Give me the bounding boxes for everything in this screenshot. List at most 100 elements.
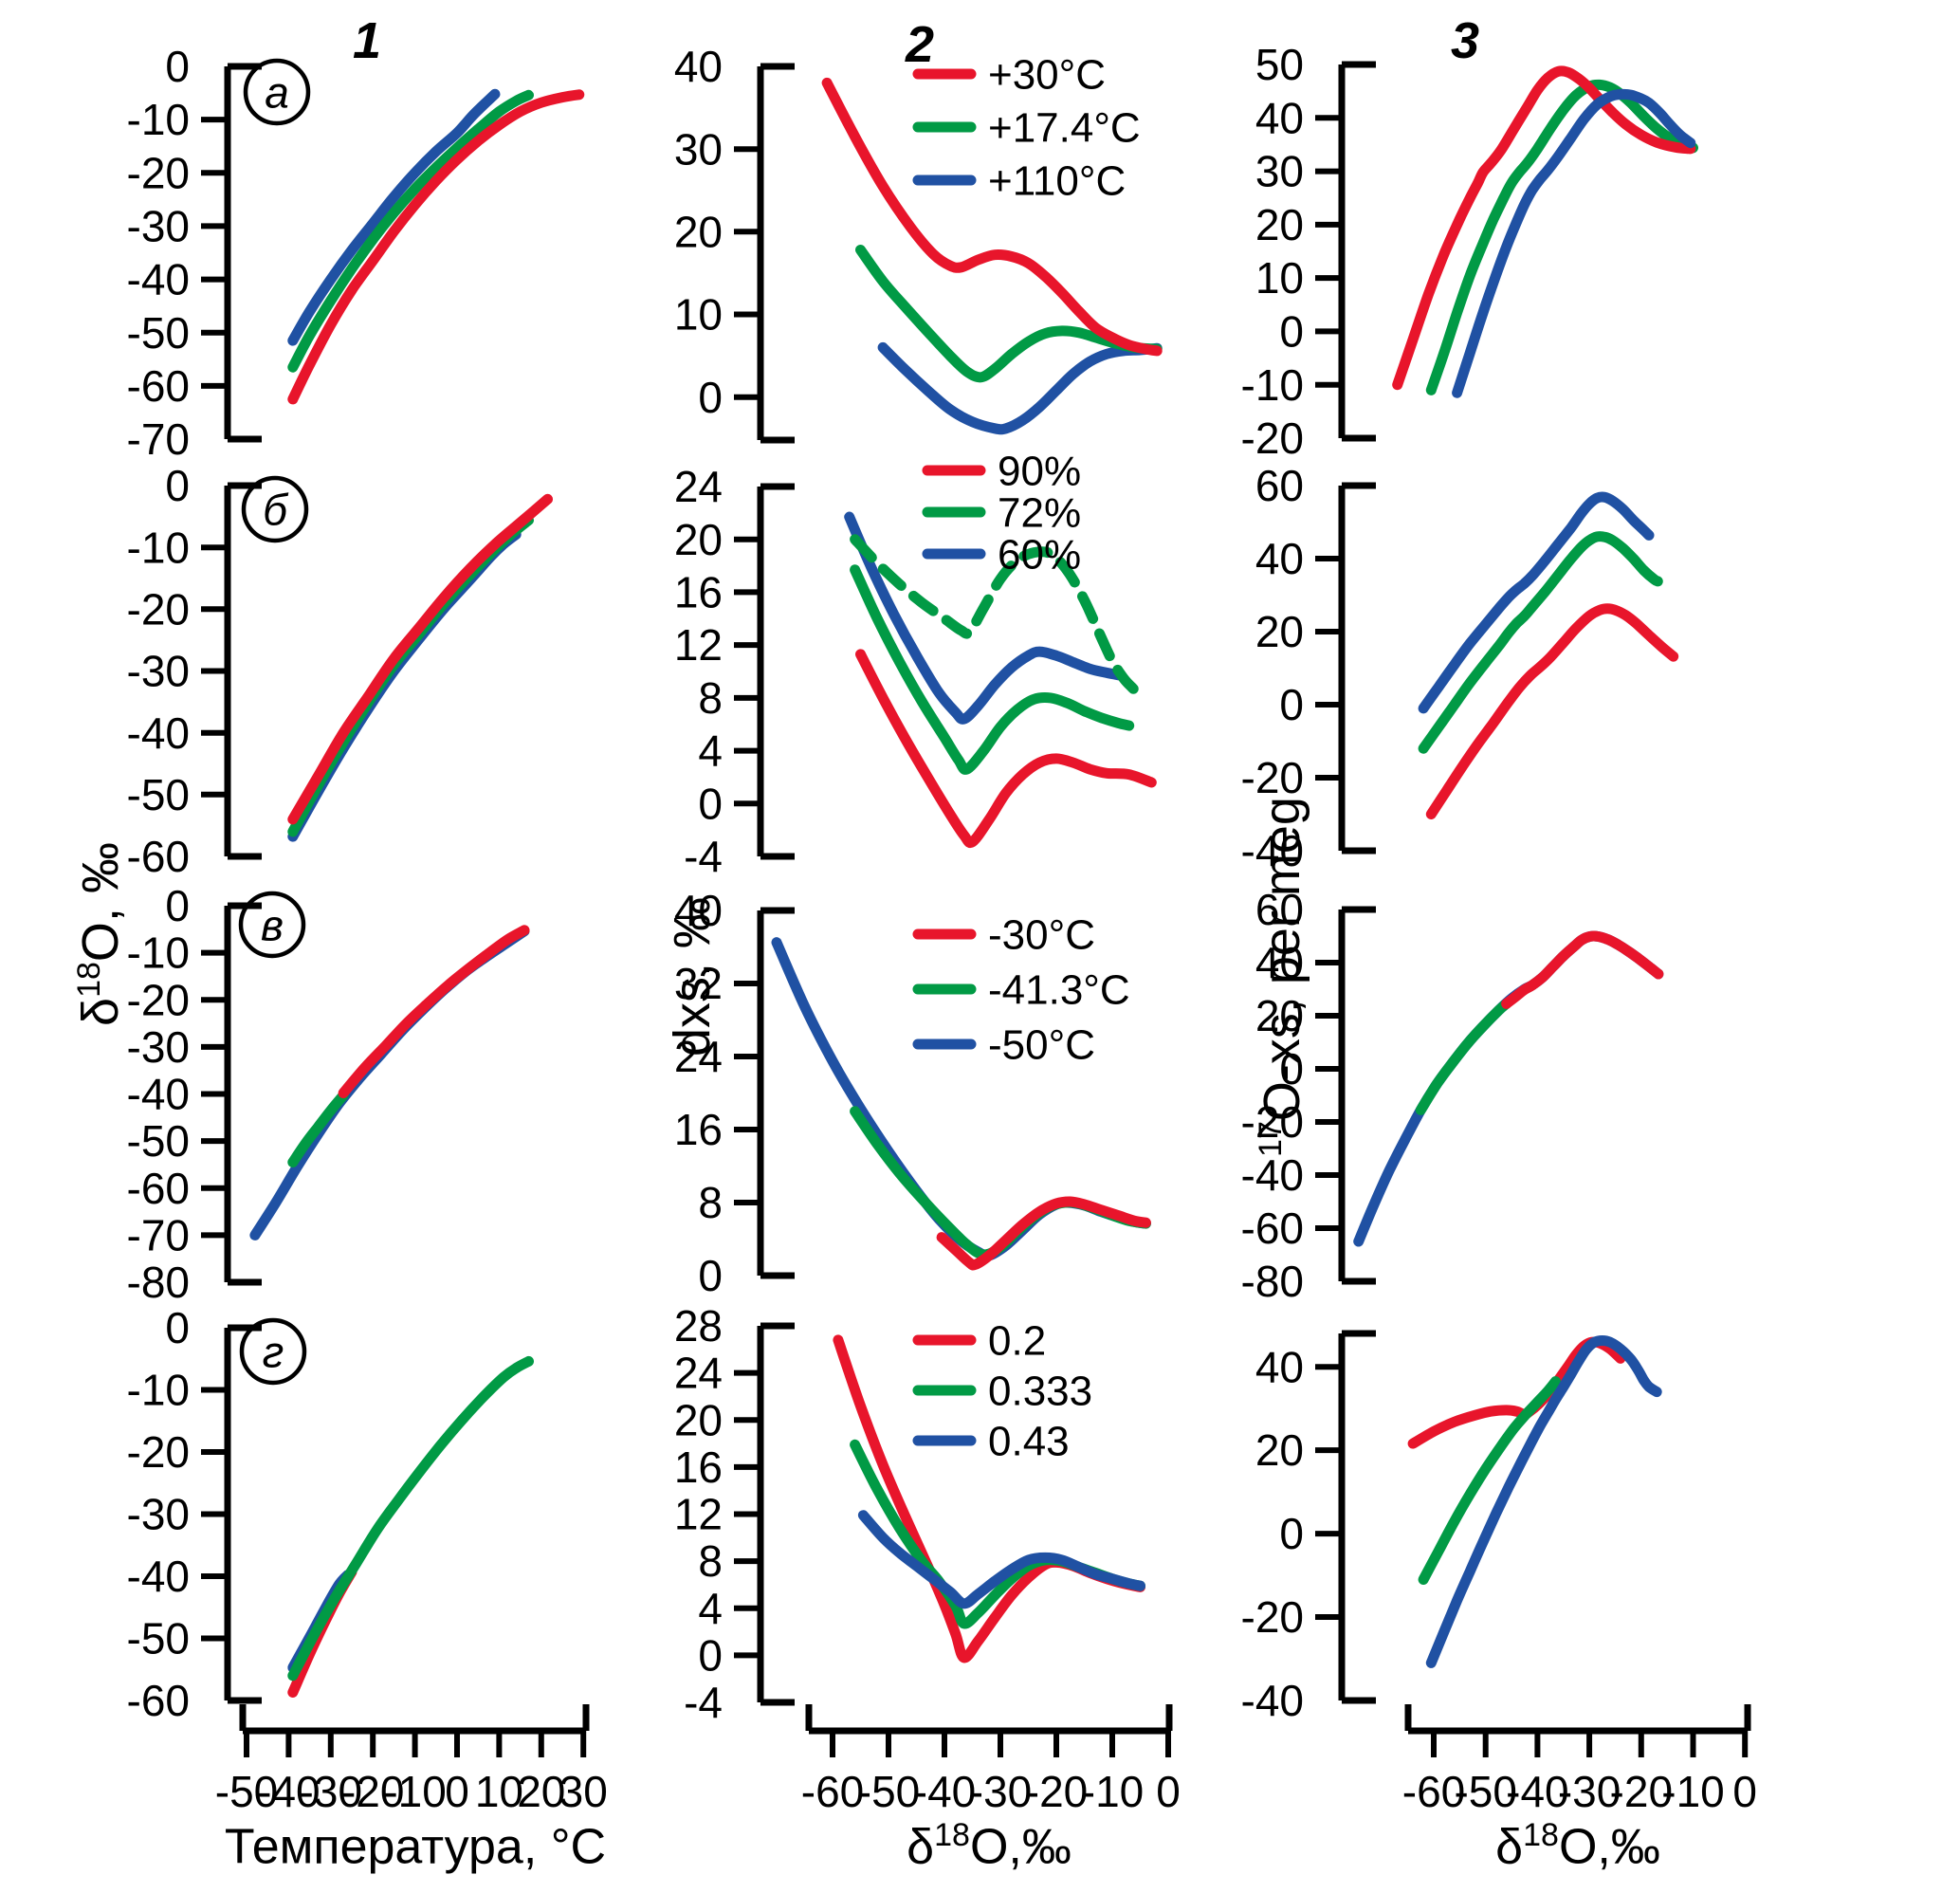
curve-v3-1-green xyxy=(1415,998,1512,1115)
y-tick-label-v1--70: -70 xyxy=(127,1211,190,1260)
x-title-col3-post: O,‰ xyxy=(1558,1819,1660,1875)
y-tick-label-v2-40: 40 xyxy=(674,886,723,935)
x-tick-label-col3--10: -10 xyxy=(1661,1767,1724,1816)
curve-g2-1-green xyxy=(850,1439,1145,1629)
x-tick-label-col1--30: -30 xyxy=(300,1767,362,1816)
x-tick-label-col2--40: -40 xyxy=(913,1767,976,1816)
panel-v2: 40 32 24 16 8 0 -30°C -41.3°C -50°C xyxy=(674,886,1151,1300)
y-tick-label-v1--20: -20 xyxy=(127,975,190,1024)
legend-label-g2-1: 0.333 xyxy=(988,1368,1092,1414)
x-tick-label-col3--50: -50 xyxy=(1454,1767,1516,1816)
y-tick-label-v3--80: -80 xyxy=(1241,1257,1304,1306)
row-letter-circle-g1 xyxy=(239,1317,307,1386)
y-tick-label-a2-10: 10 xyxy=(674,290,723,340)
curve-a1-2-red xyxy=(287,89,585,405)
x-tick-label-col3--40: -40 xyxy=(1506,1767,1568,1816)
y-tick-label-g2-4: 4 xyxy=(698,1584,723,1633)
curve-a2-2-red xyxy=(821,77,1163,357)
y-tick-label-v3--40: -40 xyxy=(1241,1150,1304,1200)
y-tick-label-a2-40: 40 xyxy=(674,42,723,91)
row-letter-circle-a1 xyxy=(243,58,311,126)
y-tick-label-a3-20: 20 xyxy=(1255,200,1304,249)
y-tick-label-g3--40: -40 xyxy=(1241,1676,1304,1725)
curve-a1-1-green xyxy=(287,89,534,373)
curve-g3-1-green xyxy=(1418,1376,1561,1585)
y-tick-label-a3--20: -20 xyxy=(1241,414,1304,463)
curve-b3-0-red xyxy=(1425,603,1679,819)
y-tick-label-b3-20: 20 xyxy=(1255,607,1304,656)
curve-a3-1-red xyxy=(1392,65,1696,391)
x-tick-label-col1--10: -10 xyxy=(383,1767,446,1816)
y-tick-label-g2-0: 0 xyxy=(698,1631,723,1681)
y-tick-label-a3-10: 10 xyxy=(1255,253,1304,303)
curve-v1-1-green xyxy=(287,1090,349,1167)
x-axis-col2: -60-50-40-30-20-10 0 xyxy=(801,1704,1181,1816)
row-letter-g1: г xyxy=(263,1328,284,1377)
y-tick-label-g1--60: -60 xyxy=(127,1676,190,1725)
y-tick-label-v1--80: -80 xyxy=(127,1258,190,1307)
legend-label-g2-2: 0.43 xyxy=(988,1418,1070,1464)
curve-b1-0-blue xyxy=(287,529,522,842)
x-axis-col3: -60-50-40-30-20-10 0 xyxy=(1402,1704,1757,1816)
y-tick-label-v1--40: -40 xyxy=(127,1070,190,1119)
column-title-2: 2 xyxy=(905,16,935,73)
curve-a2-1-green xyxy=(855,245,1163,383)
y-tick-label-b2-24: 24 xyxy=(674,462,723,511)
x-tick-label-col1-0: 0 xyxy=(445,1767,469,1816)
y-tick-label-b3--20: -20 xyxy=(1241,753,1304,802)
y-tick-label-g3-40: 40 xyxy=(1255,1342,1304,1391)
y-tick-label-g2-8: 8 xyxy=(698,1536,723,1586)
y-tick-label-g2-28: 28 xyxy=(674,1301,723,1351)
y-tick-label-v3-0: 0 xyxy=(1279,1044,1304,1094)
legend-label-g2-0: 0.2 xyxy=(988,1317,1046,1364)
x-tick-label-col1--20: -20 xyxy=(341,1767,404,1816)
legend-label-b2-2: 60% xyxy=(998,531,1081,578)
panel-v1: 0-10-20-30-40-50-60-70-80 в xyxy=(127,881,530,1307)
row-letter-circle-b1 xyxy=(241,475,309,543)
x-tick-label-col1-10: 10 xyxy=(475,1767,523,1816)
y-tick-label-a1--60: -60 xyxy=(127,361,190,411)
row-letter-a1: а xyxy=(265,68,289,118)
x-tick-label-col2--10: -10 xyxy=(1081,1767,1144,1816)
y-tick-label-b3-40: 40 xyxy=(1255,534,1304,583)
y-tick-label-a2-30: 30 xyxy=(674,124,723,174)
x-tick-label-col3--30: -30 xyxy=(1558,1767,1621,1816)
y-tick-label-b2-0: 0 xyxy=(698,779,723,828)
y-tick-label-a3-40: 40 xyxy=(1255,93,1304,142)
y-tick-label-b1--10: -10 xyxy=(127,523,190,572)
y-tick-label-v1-0: 0 xyxy=(165,881,190,930)
y-tick-label-b2-20: 20 xyxy=(674,515,723,564)
legend-label-a2-1: +17.4°C xyxy=(988,104,1141,151)
curve-b1-2-red xyxy=(287,493,553,825)
y-tick-label-b1--30: -30 xyxy=(127,647,190,696)
curve-v3-2-red xyxy=(1501,930,1664,1009)
y-tick-label-a3--10: -10 xyxy=(1241,360,1304,410)
x-tick-label-col2--30: -30 xyxy=(969,1767,1032,1816)
curve-b2-0-red xyxy=(855,649,1157,848)
x-axis-title-col2: δ18O,‰ xyxy=(907,1817,1072,1875)
x-title-col3-sup: 18 xyxy=(1523,1817,1559,1853)
y-tick-label-v2-16: 16 xyxy=(674,1105,723,1154)
y-tick-label-b2-4: 4 xyxy=(698,726,723,776)
y-tick-label-b1--50: -50 xyxy=(127,770,190,819)
y-tick-label-a2-20: 20 xyxy=(674,207,723,256)
x-tick-label-col2--20: -20 xyxy=(1025,1767,1088,1816)
x-tick-label-col3--20: -20 xyxy=(1610,1767,1673,1816)
panel-a2: 40 30 20 10 0 +30°C +17.4°C +110°C xyxy=(674,42,1163,444)
y-tick-label-g1--30: -30 xyxy=(127,1490,190,1539)
curve-a1-0-blue xyxy=(287,88,501,346)
y-tick-label-v3--20: -20 xyxy=(1241,1097,1304,1147)
y-tick-label-a1--20: -20 xyxy=(127,148,190,197)
y-tick-label-b3-60: 60 xyxy=(1255,461,1304,510)
y-tick-label-v3-60: 60 xyxy=(1255,885,1304,934)
column-title-3: 3 xyxy=(1450,12,1480,69)
x-tick-label-col1--40: -40 xyxy=(257,1767,320,1816)
y-tick-label-v1--50: -50 xyxy=(127,1116,190,1166)
y-tick-label-a1--10: -10 xyxy=(127,95,190,144)
row-letter-v1: в xyxy=(261,901,284,950)
y-tick-label-b1--40: -40 xyxy=(127,708,190,758)
y-tick-label-v3-20: 20 xyxy=(1255,991,1304,1040)
panel-g1: 0 -10 -20 -30 -40 -50 -60 г xyxy=(127,1303,534,1725)
